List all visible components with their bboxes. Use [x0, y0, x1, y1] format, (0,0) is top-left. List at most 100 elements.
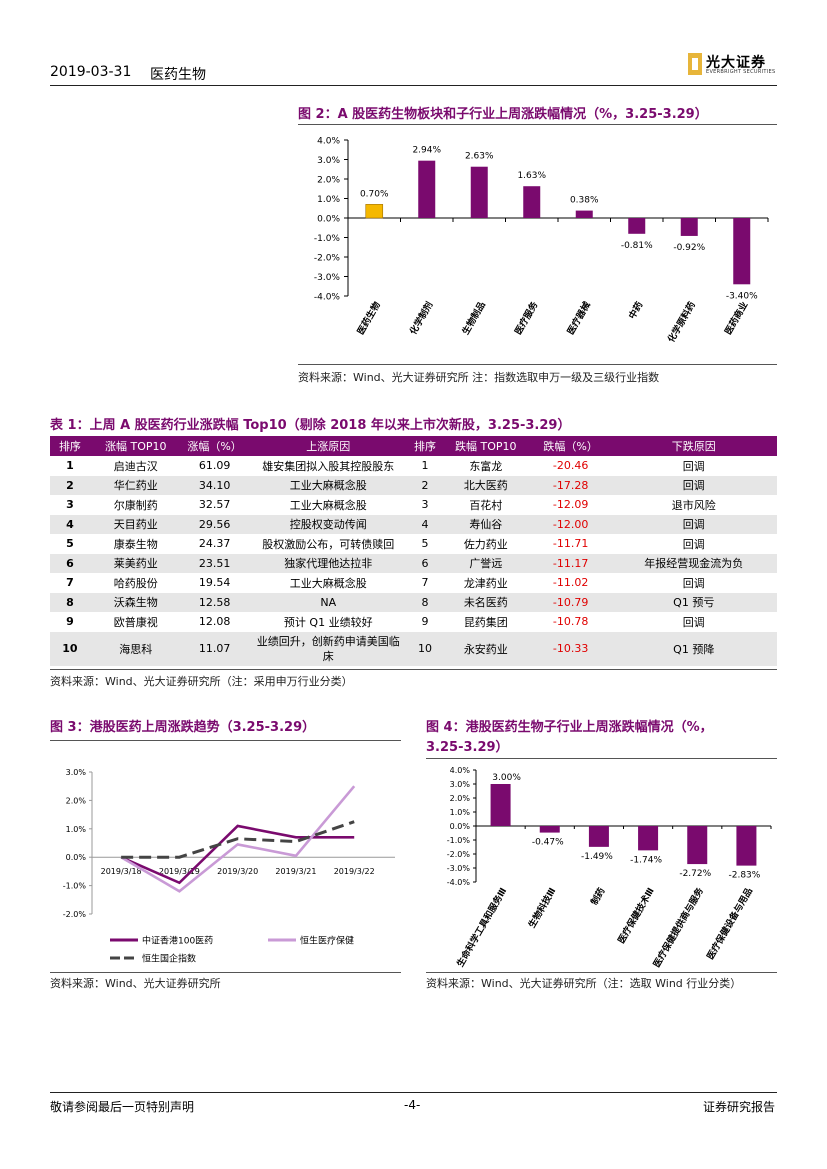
fig3-x-tick-label: 2019/3/21 [275, 867, 316, 876]
fig2-bar [523, 186, 541, 218]
table-cell: 百花村 [469, 498, 503, 512]
fig4-bar [638, 826, 659, 851]
fig3-bottom-rule [50, 972, 401, 973]
fig2-bar [418, 160, 436, 218]
table-row: 3 尔康制药 32.57 工业大麻概念股 3 百花村 -12.09 退市风险 [50, 495, 777, 515]
table-cell: 回调 [610, 514, 777, 534]
fig2-y-tick-label: 0.0% [317, 215, 340, 225]
page-number: -4- [404, 1098, 421, 1112]
fig3-x-tick-label: 2019/3/18 [101, 867, 142, 876]
table-cell: 29.56 [181, 514, 248, 534]
table-cell: 昆药集团 [463, 615, 508, 629]
table-row: 2 华仁药业 34.10 工业大麻概念股 2 北大医药 -17.28 回调 [50, 475, 777, 495]
table-cell: -20.46 [552, 459, 589, 473]
fig3-top-rule [50, 740, 401, 741]
fig2-category-label: 化学原料药 [665, 300, 698, 345]
fig3-series-line [120, 824, 355, 885]
table-row: 9 欧普康视 12.08 预计 Q1 业绩较好 9 昆药集团 -10.78 回调 [50, 612, 777, 632]
fig4-title-line2: 3.25-3.29） [426, 740, 509, 755]
table-cell: 2 [50, 475, 90, 495]
table-row: 1 启迪古汉 61.09 雄安集团拟入股其控股股东 1 东富龙 -20.46 回调 [50, 456, 777, 476]
fig2-bar [628, 218, 646, 234]
table-cell: 5 [421, 537, 429, 551]
table-cell: 回调 [682, 459, 705, 473]
table1-bottom-rule [50, 669, 777, 670]
fig4-category-label: 医疗保健提供商与服务 [650, 885, 706, 970]
table-cell: 康泰生物 [113, 537, 158, 551]
table-cell: 19.54 [198, 576, 231, 590]
table-cell: 业绩回升，创新药申请美国临床 [247, 631, 409, 666]
fig4-y-tick-label: -1.0% [447, 836, 471, 845]
logo-en-text: EVERBRIGHT SECURITIES [706, 69, 776, 75]
table-cell: 1 [421, 459, 429, 473]
fig4-category-label: 医疗保健技术Ⅲ [615, 886, 657, 946]
fig2-category-label: 医疗服务 [512, 299, 541, 337]
table-cell: 雄安集团拟入股其控股股东 [262, 459, 395, 473]
fig2-category-label: 生物制品 [459, 300, 487, 337]
table-cell: -12.09 [552, 498, 589, 512]
fig2-data-label: 0.38% [570, 196, 599, 206]
fig3-y-tick-label: 2.0% [66, 796, 87, 805]
footer-divider [50, 1092, 777, 1093]
fig3-x-tick-label: 2019/3/20 [217, 867, 258, 876]
fig2-y-tick-label: -2.0% [314, 254, 341, 264]
fig4-bar [736, 826, 757, 866]
table-cell: 34.10 [181, 475, 248, 495]
header-divider [50, 85, 777, 86]
table-cell: 5 [66, 537, 74, 551]
table-cell: 12.58 [181, 592, 248, 612]
fig4-data-label: -1.49% [581, 852, 613, 862]
footer-report-type: 证券研究报告 [703, 1100, 776, 1114]
fig2-data-label: 2.63% [465, 152, 494, 162]
table-cell: 9 [66, 615, 74, 629]
table1-header-cell: 跌幅 TOP10 [440, 436, 531, 456]
fig4-y-tick-label: 2.0% [450, 794, 471, 803]
table-cell: 海思科 [89, 631, 182, 666]
table-cell: 北大医药 [440, 475, 531, 495]
fig2-category-label: 中药 [626, 300, 645, 322]
fig2-top-rule [298, 124, 777, 125]
table-cell: 回调 [682, 615, 705, 629]
table-cell: 寿仙谷 [440, 514, 531, 534]
fig2-data-label: 2.94% [412, 146, 441, 156]
fig2-bar [575, 210, 593, 218]
table-cell: 32.57 [198, 498, 231, 512]
fig2-y-tick-label: 1.0% [317, 195, 340, 205]
fig2-bar [733, 218, 751, 285]
fig2-data-label: 1.63% [517, 171, 546, 181]
table-cell: -11.17 [530, 553, 611, 573]
fig4-top-rule [426, 758, 777, 759]
fig4-y-tick-label: 3.0% [450, 780, 471, 789]
fig3-legend-label: 恒生医疗保健 [300, 935, 354, 947]
table1-header-row: 排序 涨幅 TOP10 涨幅（%） 上涨原因 排序 跌幅 TOP10 跌幅（%） 下跌原因 [50, 436, 777, 456]
table-row: 8 沃森生物 12.58 NA 8 未名医药 -10.79 Q1 预亏 [50, 592, 777, 612]
fig4-bar [539, 826, 560, 833]
fig3-title: 图 3：港股医药上周涨跌趋势（3.25-3.29） [50, 720, 316, 735]
table-cell: 7 [66, 576, 74, 590]
fig3-y-tick-label: 1.0% [66, 825, 87, 834]
fig4-source: 资料来源：Wind、光大证券研究所（注：选取 Wind 行业分类） [426, 977, 742, 990]
report-date: 2019-03-31 [50, 64, 132, 80]
fig4-category-label: 制药 [588, 886, 607, 908]
fig4-y-tick-label: 0.0% [450, 822, 471, 831]
table-cell: 华仁药业 [89, 475, 182, 495]
fig4-category-label: 生物科技Ⅲ [526, 886, 559, 931]
fig2-y-tick-label: -4.0% [314, 293, 341, 303]
table1: 排序 涨幅 TOP10 涨幅（%） 上涨原因 排序 跌幅 TOP10 跌幅（%） 下跌原因 1… [50, 436, 777, 666]
fig2-chart: 4.0% 3.0% 2.0% 1.0% 0.0% -1.0% -2.0% -3.0% -4.0%… [314, 137, 769, 345]
brand-logo: 光大证券 EVERBRIGHT SECURITIES [688, 52, 778, 78]
fig4-chart: 4.0% 3.0% 2.0% 1.0% 0.0% -1.0% -2.0% -3.0% -4.0%… [447, 766, 772, 970]
table-cell: 11.07 [181, 631, 248, 666]
table-cell: 沃森生物 [89, 592, 182, 612]
table-cell: -10.33 [530, 631, 611, 666]
table-cell: 工业大麻概念股 [247, 475, 409, 495]
fig3-legend-label: 中证香港100医药 [142, 935, 213, 947]
fig2-y-tick-label: -1.0% [314, 234, 341, 244]
table-cell: 8 [409, 592, 441, 612]
table-cell: -17.28 [530, 475, 611, 495]
table-cell: 6 [50, 553, 90, 573]
table-row: 10 海思科 11.07 业绩回升，创新药申请美国临床 10 永安药业 -10.33 Q1 预… [50, 631, 777, 666]
table-cell: 9 [421, 615, 429, 629]
table-row: 7 哈药股份 19.54 工业大麻概念股 7 龙津药业 -11.02 回调 [50, 573, 777, 593]
fig2-category-label: 医药商业 [722, 300, 750, 337]
